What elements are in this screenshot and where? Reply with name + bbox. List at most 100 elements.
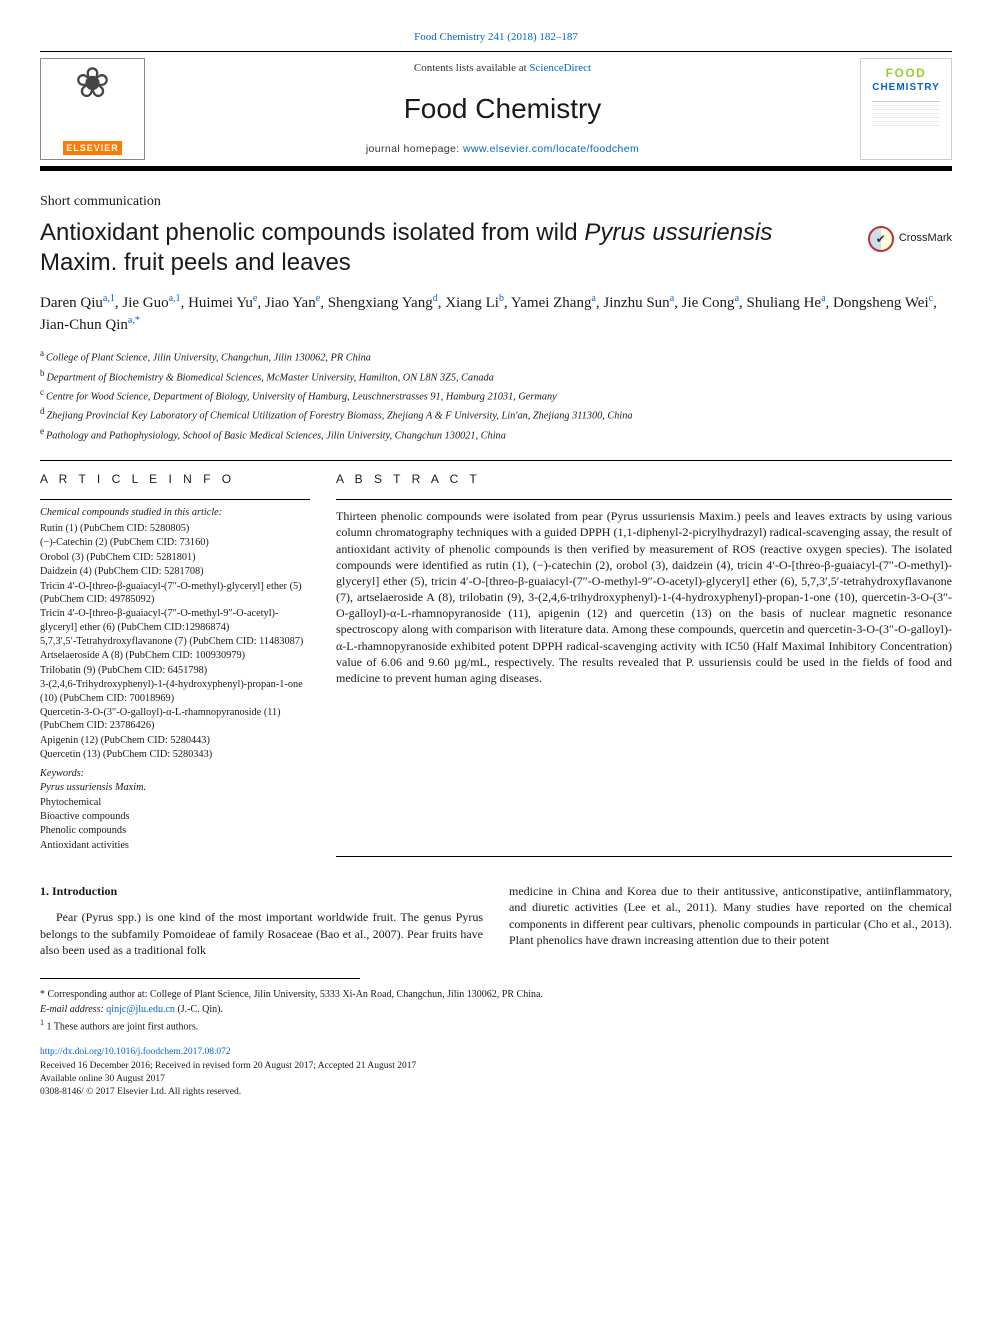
author-affil-link[interactable]: d — [433, 293, 438, 304]
intro-para-left: Pear (Pyrus spp.) is one kind of the mos… — [40, 909, 483, 958]
title-row: Antioxidant phenolic compounds isolated … — [40, 218, 952, 278]
compound-item: Orobol (3) (PubChem CID: 5281801) — [40, 551, 310, 564]
article-title: Antioxidant phenolic compounds isolated … — [40, 218, 852, 278]
affiliation: aCollege of Plant Science, Jilin Univers… — [40, 347, 952, 366]
compound-item: Tricin 4′-O-[threo-β-guaiacyl-(7″-O-meth… — [40, 607, 310, 634]
author-affil-link[interactable]: e — [316, 293, 320, 304]
author-affil-link[interactable]: a — [821, 293, 825, 304]
affiliation: dZhejiang Provincial Key Laboratory of C… — [40, 405, 952, 424]
abstract-text: Thirteen phenolic compounds were isolate… — [336, 508, 952, 686]
author: Shengxiang Yangd — [328, 295, 438, 311]
abstract-column: A B S T R A C T Thirteen phenolic compou… — [336, 471, 952, 857]
homepage-prefix: journal homepage: — [366, 143, 463, 155]
compound-list: Rutin (1) (PubChem CID: 5280805)(−)-Cate… — [40, 522, 310, 761]
keyword-item: Phytochemical — [40, 796, 310, 809]
keyword-item: Antioxidant activities — [40, 839, 310, 852]
journal-reference-link[interactable]: Food Chemistry 241 (2018) 182–187 — [414, 31, 578, 43]
author-affil-link[interactable]: a — [670, 293, 674, 304]
compound-item: Apigenin (12) (PubChem CID: 5280443) — [40, 734, 310, 747]
author: Jiao Yane — [265, 295, 320, 311]
abstract-heading: A B S T R A C T — [336, 471, 952, 487]
copyright-line: 0308-8146/ © 2017 Elsevier Ltd. All righ… — [40, 1086, 952, 1099]
author: Huimei Yue — [188, 295, 257, 311]
intro-para-right: medicine in China and Korea due to their… — [509, 883, 952, 948]
body-right-col: medicine in China and Korea due to their… — [509, 883, 952, 958]
doi-link[interactable]: http://dx.doi.org/10.1016/j.foodchem.201… — [40, 1047, 231, 1057]
cover-word-food: FOOD — [886, 65, 927, 81]
title-part-2: Maxim. fruit peels and leaves — [40, 249, 351, 276]
compound-item: Quercetin-3-O-(3″-O-galloyl)-α-L-rhamnop… — [40, 706, 310, 733]
body-columns: 1. Introduction Pear (Pyrus spp.) is one… — [40, 883, 952, 958]
body-left-col: 1. Introduction Pear (Pyrus spp.) is one… — [40, 883, 483, 958]
author: Daren Qiua,1 — [40, 295, 115, 311]
compound-item: Artselaeroside A (8) (PubChem CID: 10093… — [40, 649, 310, 662]
footnotes: * Corresponding author at: College of Pl… — [40, 987, 952, 1034]
author: Jie Conga — [682, 295, 739, 311]
compound-item: 5,7,3′,5′-Tetrahydroxyflavanone (7) (Pub… — [40, 635, 310, 648]
meta-grid: A R T I C L E I N F O Chemical compounds… — [40, 471, 952, 857]
shared-first-text: 1 These authors are joint first authors. — [47, 1021, 199, 1032]
email-suffix: (J.-C. Qin). — [175, 1004, 223, 1015]
author-affil-link[interactable]: a — [591, 293, 595, 304]
author-affil-link[interactable]: a,1 — [169, 293, 181, 304]
compound-item: Rutin (1) (PubChem CID: 5280805) — [40, 522, 310, 535]
author: Jinzhu Suna — [603, 295, 674, 311]
divider — [40, 460, 952, 461]
publisher-name: ELSEVIER — [63, 141, 122, 155]
abstract-rule — [336, 499, 952, 500]
author-affil-link[interactable]: b — [499, 293, 504, 304]
homepage-line: journal homepage: www.elsevier.com/locat… — [145, 142, 860, 156]
corresponding-email-link[interactable]: qinjc@jlu.edu.cn — [106, 1004, 175, 1015]
sciencedirect-link[interactable]: ScienceDirect — [529, 62, 591, 74]
shared-first-author-note: 1 1 These authors are joint first author… — [40, 1017, 952, 1034]
crossmark-label: CrossMark — [899, 231, 952, 246]
crossmark-badge[interactable]: ✔ CrossMark — [868, 226, 952, 252]
article-type: Short communication — [40, 193, 952, 212]
contents-prefix: Contents lists available at — [414, 62, 529, 74]
abstract-bottom-rule — [336, 856, 952, 857]
compound-item: (−)-Catechin (2) (PubChem CID: 73160) — [40, 536, 310, 549]
author: Xiang Lib — [445, 295, 504, 311]
compound-item: Tricin 4′-O-[threo-β-guaiacyl-(7″-O-meth… — [40, 580, 310, 607]
available-online-line: Available online 30 August 2017 — [40, 1073, 952, 1086]
keywords-label: Keywords: — [40, 767, 310, 781]
affiliation: ePathology and Pathophysiology, School o… — [40, 425, 952, 444]
journal-reference: Food Chemistry 241 (2018) 182–187 — [40, 30, 952, 45]
footnote-rule — [40, 978, 360, 979]
author-affil-link[interactable]: e — [253, 293, 257, 304]
keyword-item: Pyrus ussuriensis Maxim. — [40, 781, 310, 794]
journal-banner: ❀ ELSEVIER Contents lists available at S… — [40, 51, 952, 171]
article-info-column: A R T I C L E I N F O Chemical compounds… — [40, 471, 310, 857]
introduction-heading: 1. Introduction — [40, 883, 483, 899]
compound-item: 3-(2,4,6-Trihydroxyphenyl)-1-(4-hydroxyp… — [40, 678, 310, 705]
affiliation: cCentre for Wood Science, Department of … — [40, 386, 952, 405]
article-info-heading: A R T I C L E I N F O — [40, 471, 310, 487]
author: Jie Guoa,1 — [122, 295, 180, 311]
compound-item: Trilobatin (9) (PubChem CID: 6451798) — [40, 664, 310, 677]
author-affil-link[interactable]: a — [735, 293, 739, 304]
email-label: E-mail address: — [40, 1004, 106, 1015]
journal-name: Food Chemistry — [145, 90, 860, 128]
compound-item: Daidzein (4) (PubChem CID: 5281708) — [40, 565, 310, 578]
author: Jian-Chun Qina,* — [40, 317, 140, 333]
compounds-label: Chemical compounds studied in this artic… — [40, 506, 310, 520]
cover-thumb-lines — [872, 101, 941, 129]
homepage-link[interactable]: www.elsevier.com/locate/foodchem — [463, 143, 639, 155]
author-affil-link[interactable]: c — [929, 293, 933, 304]
doi-block: http://dx.doi.org/10.1016/j.foodchem.201… — [40, 1046, 952, 1099]
keyword-item: Phenolic compounds — [40, 824, 310, 837]
info-rule — [40, 499, 310, 500]
affiliation: bDepartment of Biochemistry & Biomedical… — [40, 367, 952, 386]
affiliation-list: aCollege of Plant Science, Jilin Univers… — [40, 347, 952, 444]
author: Yamei Zhanga — [511, 295, 596, 311]
author-affil-link[interactable]: a,1 — [103, 293, 115, 304]
author: Shuliang Hea — [747, 295, 826, 311]
author-affil-link[interactable]: a,* — [128, 315, 140, 326]
cover-word-chemistry: CHEMISTRY — [872, 81, 940, 95]
banner-center: Contents lists available at ScienceDirec… — [145, 52, 860, 166]
email-line: E-mail address: qinjc@jlu.edu.cn (J.-C. … — [40, 1002, 952, 1017]
elsevier-tree-icon: ❀ — [75, 63, 110, 105]
corresponding-author-note: * Corresponding author at: College of Pl… — [40, 987, 952, 1002]
keyword-list: Pyrus ussuriensis Maxim.PhytochemicalBio… — [40, 781, 310, 852]
compound-item: Quercetin (13) (PubChem CID: 5280343) — [40, 748, 310, 761]
